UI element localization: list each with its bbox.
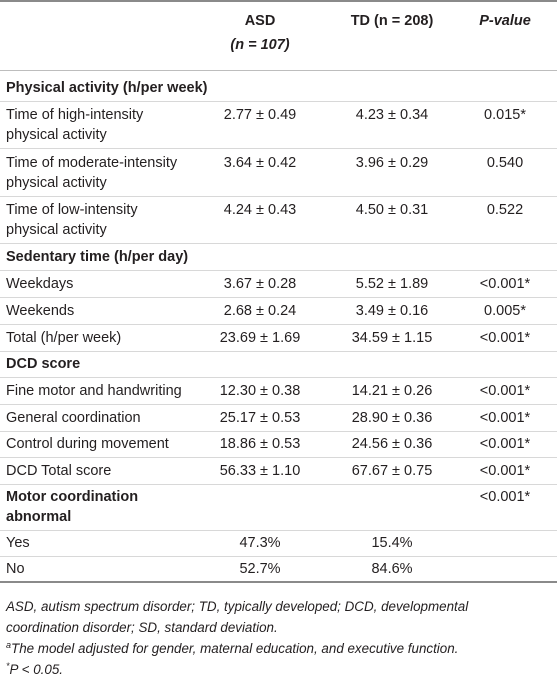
td-value: 24.56 ± 0.36 [351, 436, 433, 452]
table-footnotes: ASD, autism spectrum disorder; TD, typic… [6, 596, 554, 680]
section-sedentary-time: Sedentary time (h/per day) [6, 249, 189, 265]
td-value: 4.50 ± 0.31 [355, 202, 429, 218]
row-label: Yes [6, 535, 30, 551]
section-dcd-score: DCD score [6, 356, 81, 372]
row-divider [0, 556, 557, 557]
asd-value: 2.68 ± 0.24 [223, 303, 297, 319]
section-motor-coordination-cont: abnormal [6, 509, 72, 525]
asd-value: 12.30 ± 0.38 [219, 383, 301, 399]
asd-value: 52.7% [239, 561, 281, 577]
asd-value: 56.33 ± 1.10 [219, 463, 301, 479]
row-divider [0, 148, 557, 149]
asd-value: 47.3% [239, 535, 281, 551]
p-value: 0.005* [484, 303, 526, 319]
td-value: 34.59 ± 1.15 [351, 330, 433, 346]
row-divider [0, 484, 557, 485]
td-value: 15.4% [371, 535, 413, 551]
row-label: Time of moderate-intensity [6, 155, 178, 171]
row-label: No [6, 561, 25, 577]
row-divider [0, 377, 557, 378]
td-value: 84.6% [371, 561, 413, 577]
row-divider [0, 297, 557, 298]
row-divider [0, 270, 557, 271]
asd-value: 23.69 ± 1.69 [219, 330, 301, 346]
footnote-model-text: The model adjusted for gender, maternal … [11, 641, 459, 656]
row-label: DCD Total score [6, 463, 112, 479]
footnote-abbreviations: ASD, autism spectrum disorder; TD, typic… [6, 596, 554, 638]
footnote-significance: *P < 0.05. [6, 659, 554, 680]
p-value: <0.001* [479, 410, 531, 426]
row-divider [0, 324, 557, 325]
footnote-mark-a: a [6, 640, 12, 650]
p-value: <0.001* [479, 463, 531, 479]
footnote-significance-text: P < 0.05. [9, 662, 63, 677]
row-divider [0, 530, 557, 531]
row-label-cont: physical activity [6, 175, 107, 191]
row-label: Weekends [6, 303, 75, 319]
row-label: Control during movement [6, 436, 169, 452]
p-value: 0.522 [486, 202, 524, 218]
row-divider [0, 457, 557, 458]
row-label: Total (h/per week) [6, 330, 122, 346]
table-top-rule [0, 0, 557, 2]
header-td: TD (n = 208) [350, 13, 434, 29]
table-bottom-rule [0, 581, 557, 583]
row-divider [0, 351, 557, 352]
asd-value: 25.17 ± 0.53 [219, 410, 301, 426]
p-value: <0.001* [479, 383, 531, 399]
p-value: 0.540 [486, 155, 524, 171]
asd-value: 18.86 ± 0.53 [219, 436, 301, 452]
header-asd-n: (n = 107) [230, 37, 290, 53]
asd-value: 4.24 ± 0.43 [223, 202, 297, 218]
header-p-value: P-value [479, 13, 531, 29]
section-physical-activity: Physical activity (h/per week) [6, 80, 208, 96]
asd-value: 2.77 ± 0.49 [223, 107, 297, 123]
td-value: 4.23 ± 0.34 [355, 107, 429, 123]
row-divider [0, 243, 557, 244]
p-value: 0.015* [484, 107, 526, 123]
td-value: 14.21 ± 0.26 [351, 383, 433, 399]
footnote-mark-star: * [6, 661, 10, 671]
asd-value: 3.64 ± 0.42 [223, 155, 297, 171]
row-divider [0, 196, 557, 197]
header-rule [0, 70, 557, 71]
p-value: <0.001* [479, 489, 531, 505]
row-label: Weekdays [6, 276, 74, 292]
row-label: Time of low-intensity [6, 202, 138, 218]
footnote-abbrev-line1: ASD, autism spectrum disorder; TD, typic… [6, 599, 469, 614]
row-divider [0, 431, 557, 432]
row-label-cont: physical activity [6, 127, 107, 143]
td-value: 3.96 ± 0.29 [355, 155, 429, 171]
row-divider [0, 101, 557, 102]
row-label: General coordination [6, 410, 141, 426]
td-value: 28.90 ± 0.36 [351, 410, 433, 426]
section-motor-coordination: Motor coordination [6, 489, 139, 505]
td-value: 3.49 ± 0.16 [355, 303, 429, 319]
row-label: Fine motor and handwriting [6, 383, 182, 399]
p-value: <0.001* [479, 436, 531, 452]
td-value: 5.52 ± 1.89 [355, 276, 429, 292]
p-value: <0.001* [479, 330, 531, 346]
row-label: Time of high-intensity [6, 107, 144, 123]
row-divider [0, 404, 557, 405]
footnote-abbrev-line2: coordination disorder; SD, standard devi… [6, 620, 278, 635]
row-label-cont: physical activity [6, 222, 107, 238]
footnote-model: aThe model adjusted for gender, maternal… [6, 638, 554, 659]
header-asd: ASD [244, 13, 276, 29]
p-value: <0.001* [479, 276, 531, 292]
asd-value: 3.67 ± 0.28 [223, 276, 297, 292]
td-value: 67.67 ± 0.75 [351, 463, 433, 479]
